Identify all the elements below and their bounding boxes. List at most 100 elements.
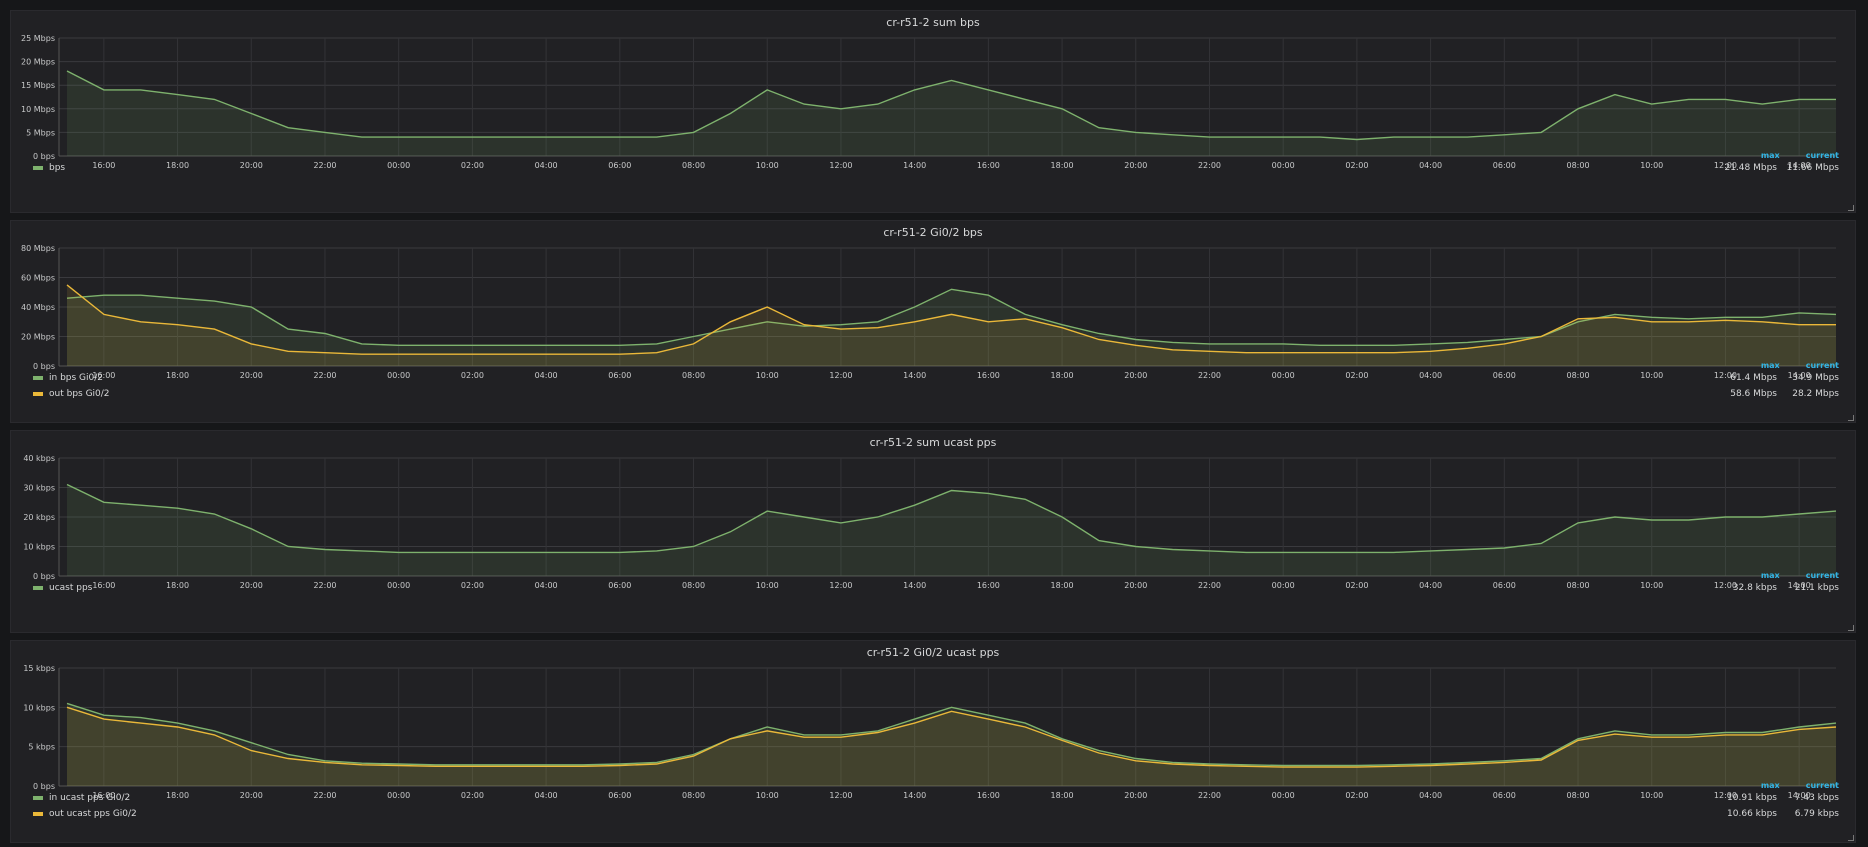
legend-label[interactable]: bps: [49, 163, 66, 173]
legend-header-max[interactable]: max: [1760, 361, 1780, 370]
panel-title: cr-r51-2 sum ucast pps: [869, 436, 997, 449]
legend-item[interactable]: in ucast pps Gi0/2 10.91 kbps 7.43 kbps: [33, 791, 1839, 805]
x-tick-label: 20:00: [240, 581, 263, 590]
series-line-out-ucast-pps-gi0-2: [66, 706, 1837, 768]
x-tick-label: 02:00: [461, 161, 484, 170]
panel-sum-bps: cr-r51-2 sum bps 0 bps 5 Mbps 10 Mbps 15 Mbp…: [10, 10, 1856, 213]
x-tick-label: 04:00: [535, 371, 558, 380]
x-tick-label: 20:00: [1124, 371, 1147, 380]
x-tick-label: 02:00: [461, 581, 484, 590]
x-tick-label: 22:00: [313, 581, 336, 590]
chart-area: 0 bps 10 kbps 20 kbps 30 kbps 40 kbps 16:00 18…: [23, 454, 1837, 590]
y-tick-label: 10 Mbps: [21, 105, 55, 114]
x-tick-label: 02:00: [461, 791, 484, 800]
legend-header: max current: [1761, 571, 1839, 580]
legend-header: max current: [1761, 361, 1839, 370]
x-tick-label: 10:00: [1640, 161, 1663, 170]
x-tick-label: 22:00: [1198, 161, 1221, 170]
x-tick-label: 16:00: [977, 581, 1000, 590]
legend-header-current[interactable]: current: [1805, 571, 1839, 580]
x-tick-label: 14:00: [903, 791, 926, 800]
panel-resize-handle[interactable]: [1848, 835, 1854, 841]
legend-current-value: 21.1 kbps: [1794, 583, 1839, 593]
x-tick-label: 14:00: [1788, 161, 1811, 170]
legend-swatch: [33, 392, 43, 396]
x-tick-label: 00:00: [1272, 161, 1295, 170]
legend-item[interactable]: out bps Gi0/2 58.6 Mbps 28.2 Mbps: [33, 387, 1839, 401]
legend-item[interactable]: bps 21.48 Mbps 11.66 Mbps: [33, 161, 1839, 175]
y-tick-label: 20 kbps: [23, 513, 55, 522]
panel-resize-handle[interactable]: [1848, 625, 1854, 631]
x-tick-label: 00:00: [387, 161, 410, 170]
series-area-bps: [67, 71, 1836, 156]
x-tick-label: 22:00: [1198, 371, 1221, 380]
y-tick-label: 80 Mbps: [21, 244, 55, 253]
x-tick-label: 04:00: [1419, 371, 1442, 380]
legend-label[interactable]: out bps Gi0/2: [49, 389, 110, 399]
legend-item[interactable]: out ucast pps Gi0/2 10.66 kbps 6.79 kbps: [33, 807, 1839, 821]
x-tick-label: 16:00: [92, 371, 115, 380]
x-tick-label: 04:00: [535, 791, 558, 800]
y-tick-label: 40 kbps: [23, 454, 55, 463]
x-tick-label: 10:00: [756, 161, 779, 170]
x-tick-label: 04:00: [535, 161, 558, 170]
legend-header-max[interactable]: max: [1760, 781, 1780, 790]
legend-label[interactable]: ucast pps: [49, 583, 93, 593]
x-tick-label: 06:00: [1493, 161, 1516, 170]
x-tick-label: 14:00: [903, 581, 926, 590]
legend-swatch: [33, 812, 43, 816]
legend-header-current[interactable]: current: [1805, 781, 1839, 790]
x-tick-label: 04:00: [1419, 791, 1442, 800]
y-tick-label: 60 Mbps: [21, 274, 55, 283]
chart-area: 0 bps 5 Mbps 10 Mbps 15 Mbps 20 Mbps 25 Mbps 1…: [21, 34, 1836, 170]
legend-header: max current: [1761, 781, 1839, 790]
legend-item[interactable]: ucast pps 32.8 kbps 21.1 kbps: [33, 581, 1839, 595]
legend-label[interactable]: in bps Gi0/2: [49, 373, 103, 383]
legend-header-current[interactable]: current: [1805, 361, 1839, 370]
x-tick-label: 10:00: [756, 371, 779, 380]
series-line-in-ucast-pps-gi0-2: [66, 702, 1837, 767]
x-tick-label: 22:00: [313, 791, 336, 800]
y-tick-label: 15 kbps: [23, 664, 55, 673]
x-tick-label: 10:00: [1640, 581, 1663, 590]
y-tick-label: 15 Mbps: [21, 81, 55, 90]
legend-label[interactable]: out ucast pps Gi0/2: [49, 809, 137, 819]
x-tick-label: 16:00: [92, 581, 115, 590]
x-tick-label: 22:00: [1198, 581, 1221, 590]
x-tick-label: 22:00: [313, 161, 336, 170]
x-tick-label: 08:00: [1566, 581, 1589, 590]
legend-max-value: 58.6 Mbps: [1730, 389, 1777, 399]
x-tick-label: 18:00: [1051, 581, 1074, 590]
series-area-in-bps-gi0-2: [67, 289, 1836, 366]
x-tick-label: 18:00: [166, 371, 189, 380]
x-tick-label: 18:00: [166, 161, 189, 170]
x-tick-label: 16:00: [977, 371, 1000, 380]
y-tick-label: 5 Mbps: [26, 128, 55, 137]
y-tick-label: 25 Mbps: [21, 34, 55, 43]
panel-title: cr-r51-2 Gi0/2 bps: [883, 226, 983, 239]
legend-header-max[interactable]: max: [1760, 571, 1780, 580]
legend-max-value: 61.4 Mbps: [1730, 373, 1777, 383]
x-tick-label: 06:00: [1493, 791, 1516, 800]
x-tick-label: 00:00: [387, 581, 410, 590]
series-area-ucast-pps: [67, 484, 1836, 576]
legend-header-current[interactable]: current: [1805, 151, 1839, 160]
panel-title: cr-r51-2 sum bps: [886, 16, 980, 29]
x-tick-label: 12:00: [829, 791, 852, 800]
x-tick-label: 06:00: [608, 371, 631, 380]
x-tick-label: 04:00: [535, 581, 558, 590]
legend-header-max[interactable]: max: [1760, 151, 1780, 160]
x-tick-label: 02:00: [1345, 161, 1368, 170]
x-tick-label: 02:00: [1345, 371, 1368, 380]
y-tick-label: 40 Mbps: [21, 303, 55, 312]
panel-resize-handle[interactable]: [1848, 415, 1854, 421]
series-line-bps: [66, 70, 1836, 141]
panel-sum-ucast-pps: cr-r51-2 sum ucast pps 0 bps 10 kbps 20 kbp…: [10, 430, 1856, 633]
panel-resize-handle[interactable]: [1848, 205, 1854, 211]
legend-label[interactable]: in ucast pps Gi0/2: [49, 793, 131, 803]
x-tick-label: 00:00: [1272, 371, 1295, 380]
legend-item[interactable]: in bps Gi0/2 61.4 Mbps 34.9 Mbps: [33, 371, 1839, 385]
legend-swatch: [33, 586, 43, 590]
x-tick-label: 14:00: [1788, 791, 1811, 800]
x-tick-label: 14:00: [903, 161, 926, 170]
